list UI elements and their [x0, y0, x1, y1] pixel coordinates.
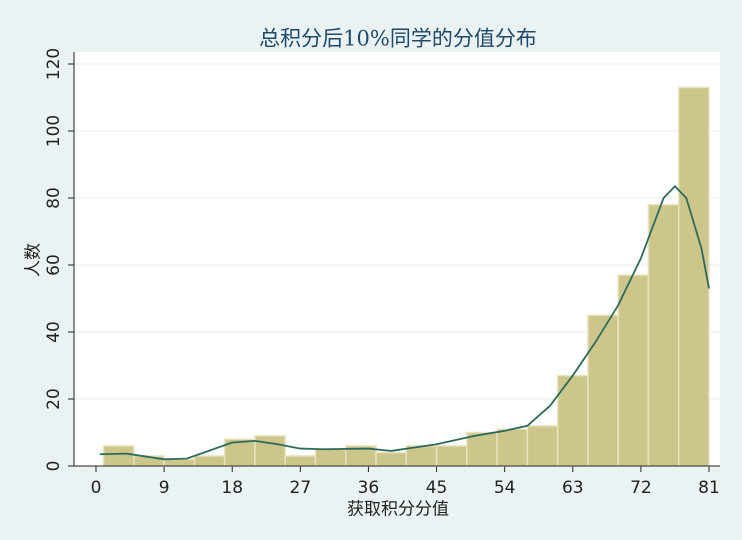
bar [193, 455, 226, 467]
y-tick-label: 80 [44, 187, 64, 209]
bar [163, 458, 196, 467]
bar [496, 428, 529, 467]
bar [375, 451, 408, 467]
x-tick-label: 27 [290, 478, 312, 498]
bar [314, 448, 347, 467]
x-tick-label: 54 [494, 478, 516, 498]
x-tick-label: 72 [630, 478, 652, 498]
bar [526, 425, 559, 467]
x-tick-label: 81 [698, 478, 720, 498]
bar [466, 431, 498, 467]
bar [617, 274, 650, 467]
y-tick-label: 60 [44, 254, 64, 276]
bar [647, 203, 680, 467]
bar [254, 435, 286, 467]
chart-title: 总积分后10%同学的分值分布 [259, 27, 537, 51]
x-tick-label: 63 [562, 478, 584, 498]
bar [102, 445, 135, 467]
bar [587, 314, 619, 467]
bar [284, 455, 317, 467]
x-tick-label: 45 [426, 478, 448, 498]
density-line [99, 184, 710, 461]
bar [435, 445, 468, 467]
y-tick-label: 40 [44, 321, 64, 343]
x-tick-label: 18 [221, 478, 243, 498]
x-axis-label: 获取积分分值 [347, 500, 449, 520]
x-tick-label: 9 [159, 478, 170, 498]
y-tick-label: 120 [44, 48, 64, 80]
y-axis-label: 人数 [24, 243, 44, 277]
y-tick-label: 0 [44, 461, 64, 472]
bar [556, 374, 589, 467]
bar [677, 86, 710, 467]
x-tick-label: 36 [358, 478, 380, 498]
x-tick-label: 0 [91, 478, 102, 498]
y-tick-label: 20 [44, 388, 64, 410]
y-tick-label: 100 [44, 115, 64, 147]
